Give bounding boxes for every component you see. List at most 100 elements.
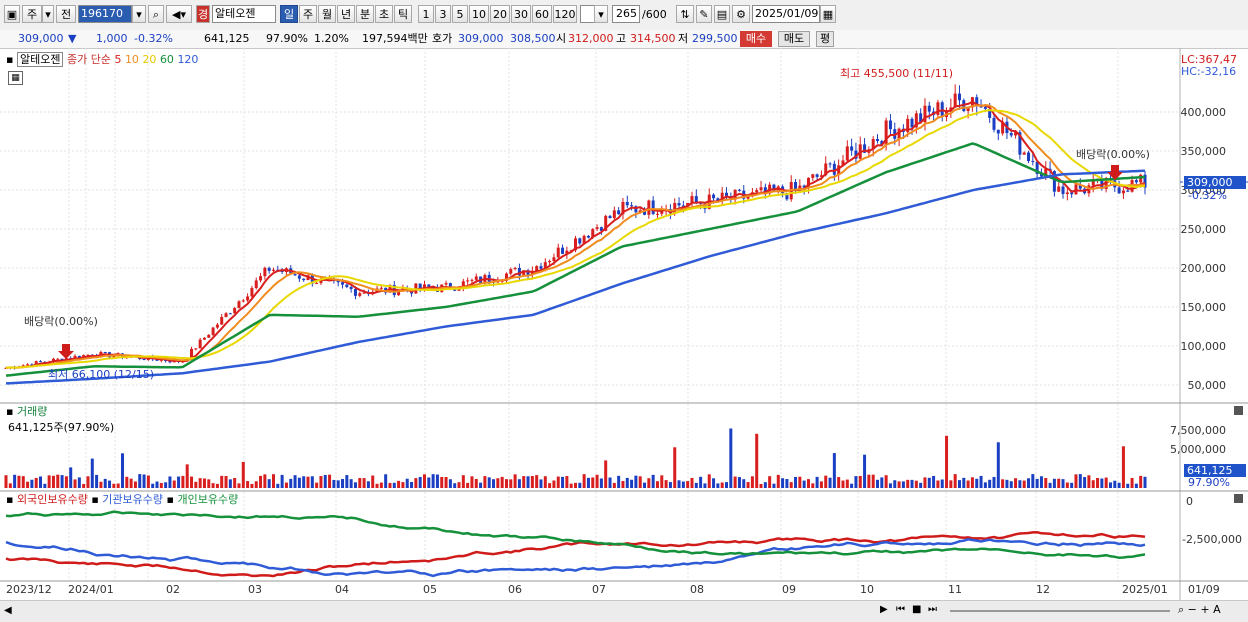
candle-body [884, 120, 888, 146]
close-icon[interactable] [1234, 494, 1243, 503]
period-year[interactable]: 년 [337, 5, 355, 23]
candle-body [837, 165, 841, 175]
candle-body [422, 284, 426, 290]
foreign-label[interactable]: 외국인보유수량 [16, 493, 88, 506]
menu-button-2[interactable]: 전 [56, 5, 76, 23]
volume-bar [211, 483, 215, 488]
buy-button[interactable]: 매수 [740, 31, 772, 47]
draw-icon[interactable]: ✎ [696, 5, 712, 23]
volume-title[interactable]: 거래량 [16, 405, 48, 418]
candle-body [643, 210, 647, 215]
indiv-label[interactable]: 개인보유수량 [177, 493, 239, 506]
scroll-left-icon[interactable]: ◀ [4, 605, 12, 616]
panel-marker-icon[interactable]: ▪ [6, 53, 14, 66]
sell-button[interactable]: 매도 [778, 31, 810, 47]
volume-bar [233, 478, 237, 488]
zoom-icons[interactable]: ⌕ − + A [1178, 603, 1221, 616]
search-icon[interactable]: ⌕ [148, 5, 164, 23]
chevron-down-icon[interactable]: ▾ [132, 5, 146, 23]
candle-body [634, 206, 638, 213]
avg-button[interactable]: 평 [816, 31, 834, 47]
candle-body [681, 205, 685, 207]
volume-bar [13, 474, 17, 488]
scroll-right-icon[interactable]: ▶ [880, 604, 888, 615]
interval-60[interactable]: 60 [532, 5, 552, 23]
volume-bar [51, 475, 55, 488]
panel-marker-icon[interactable]: ▪ [6, 405, 14, 418]
volume-bar [548, 483, 552, 488]
candle-body [202, 337, 206, 340]
period-month[interactable]: 월 [318, 5, 336, 23]
volume-bar [970, 477, 974, 488]
candle-body [1035, 161, 1039, 174]
period-second[interactable]: 초 [375, 5, 393, 23]
volume-bar [146, 475, 150, 488]
interval-30[interactable]: 30 [511, 5, 531, 23]
candle-body [910, 118, 914, 128]
period-day[interactable]: 일 [280, 5, 298, 23]
stock-code-input[interactable]: 196170 [78, 5, 132, 23]
volume-bar [129, 478, 133, 488]
volume-bar [983, 482, 987, 488]
menu-button-1[interactable]: 주 [22, 5, 42, 23]
period-week[interactable]: 주 [299, 5, 317, 23]
candle-body [345, 284, 349, 287]
volume-bar [850, 483, 854, 488]
stock-name-label[interactable]: 알테오젠 [16, 52, 64, 67]
candle-body [353, 289, 357, 296]
volume-bar [1113, 480, 1117, 488]
volume-bar [435, 474, 439, 488]
volume-bar [660, 475, 664, 488]
close-icon[interactable] [1234, 406, 1243, 415]
panel-marker-icon[interactable]: ▪ [166, 493, 174, 506]
first-icon[interactable]: ⏮ [896, 604, 905, 615]
count-input[interactable]: 265 [612, 5, 640, 23]
interval-3[interactable]: 3 [435, 5, 451, 23]
candle-body [625, 201, 629, 206]
candle-body [988, 108, 992, 118]
volume-bar [996, 442, 1000, 488]
panel-marker-icon[interactable]: ▪ [91, 493, 99, 506]
interval-5[interactable]: 5 [452, 5, 468, 23]
ma-label[interactable]: 종가 단순 [66, 53, 111, 66]
chart-scrollbar[interactable]: ◀ ▶ ⏮ ■ ⏭ ⌕ − + A [0, 600, 1248, 622]
period-minute[interactable]: 분 [356, 5, 374, 23]
volume-bar [271, 474, 275, 488]
candle-body [556, 247, 560, 258]
candle-body [1027, 152, 1031, 161]
candle-body [259, 276, 263, 281]
candle-body [39, 361, 43, 363]
stop-icon[interactable]: ■ [912, 604, 922, 615]
chart-tools-icon[interactable]: ⇅ [676, 5, 694, 23]
chevron-down-icon[interactable]: ▾ [594, 5, 608, 23]
chevron-down-icon[interactable]: ▾ [42, 5, 54, 23]
volume-bar [707, 474, 711, 488]
last-icon[interactable]: ⏭ [928, 604, 937, 615]
volume-bar [703, 483, 707, 488]
volume-bar [582, 474, 586, 488]
open-label: 시 [556, 32, 567, 45]
candle-body [914, 113, 918, 128]
save-icon[interactable]: ▤ [714, 5, 730, 23]
speaker-icon[interactable]: ◀▾ [166, 5, 192, 23]
volume-bar [56, 474, 60, 488]
calendar-icon[interactable]: ▦ [820, 5, 836, 23]
window-icon[interactable]: ▣ [4, 5, 20, 23]
volume-bar [250, 483, 254, 488]
interval-10[interactable]: 10 [469, 5, 489, 23]
table-icon[interactable]: ▦ [8, 71, 23, 85]
interval-20[interactable]: 20 [490, 5, 510, 23]
volume-bar [651, 474, 655, 488]
candle-body [1104, 177, 1108, 190]
panel-marker-icon[interactable]: ▪ [6, 493, 14, 506]
period-tick[interactable]: 틱 [394, 5, 412, 23]
interval-1[interactable]: 1 [418, 5, 434, 23]
interval-120[interactable]: 120 [553, 5, 577, 23]
zoom-slider[interactable] [950, 610, 1170, 612]
date-input[interactable]: 2025/01/09 [752, 5, 820, 23]
gear-icon[interactable]: ⚙ [732, 5, 750, 23]
chart-canvas[interactable] [0, 48, 1248, 600]
candle-body [358, 293, 362, 296]
volume-bar [599, 478, 603, 488]
inst-label[interactable]: 기관보유수량 [102, 493, 164, 506]
